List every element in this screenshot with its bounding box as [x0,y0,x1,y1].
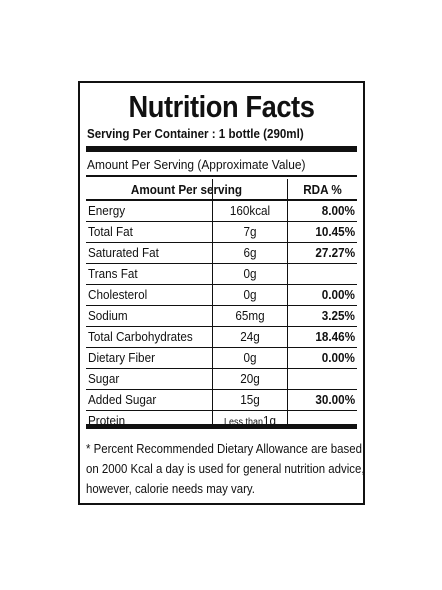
nutrition-facts-label: Nutrition Facts Serving Per Container : … [78,81,365,505]
thick-divider [86,424,357,429]
less-than-prefix: Less than [223,417,264,428]
nutrient-amount: 0g [243,266,257,281]
table-row: Added Sugar 15g 30.00% [86,390,357,411]
nutrient-amount: 0g [243,350,257,365]
footnote-line: however, calorie needs may vary. [86,481,255,496]
column-separator [212,179,213,424]
thin-divider [86,175,357,177]
table-row: Energy 160kcal 8.00% [86,201,357,222]
nutrient-name: Total Fat [88,224,133,239]
table-row: Total Fat 7g 10.45% [86,222,357,243]
nutrient-name: Sodium [88,308,128,323]
nutrient-amount: 15g [240,392,260,407]
nutrient-amount: 160kcal [229,203,271,218]
footnote-line: on 2000 Kcal a day is used for general n… [86,461,365,476]
nutrient-rda: 18.46% [315,329,355,344]
table-row: Cholesterol 0g 0.00% [86,285,357,306]
nutrient-rda: 27.27% [315,245,355,260]
nutrient-name: Dietary Fiber [88,350,155,365]
nutrition-table: Amount Per serving RDA % Energy 160kcal … [86,179,357,428]
nutrient-name: Cholesterol [88,287,148,302]
nutrient-name: Sugar [88,371,120,386]
serving-per-container: Serving Per Container : 1 bottle (290ml) [87,126,304,141]
rda-footnote: * Percent Recommended Dietary Allowance … [86,439,365,499]
nutrient-name: Total Carbohydrates [88,329,193,344]
nutrient-rda: 0.00% [321,287,355,302]
table-row: Dietary Fiber 0g 0.00% [86,348,357,369]
nutrient-name: Saturated Fat [88,245,159,260]
nutrient-rda: 10.45% [315,224,355,239]
label-title: Nutrition Facts [128,89,315,124]
nutrient-rda: 3.25% [321,308,355,323]
nutrient-amount: 0g [243,287,257,302]
table-header-row: Amount Per serving RDA % [86,179,357,201]
table-row: Saturated Fat 6g 27.27% [86,243,357,264]
nutrient-rda: 30.00% [315,392,355,407]
nutrient-amount: 6g [243,245,257,260]
table-row: Sugar 20g [86,369,357,390]
nutrient-rda: 0.00% [321,350,355,365]
nutrient-amount: 7g [243,224,257,239]
table-row: Sodium 65mg 3.25% [86,306,357,327]
table-row: Total Carbohydrates 24g 18.46% [86,327,357,348]
nutrient-name: Energy [88,203,126,218]
amount-per-serving-note: Amount Per Serving (Approximate Value) [87,157,306,172]
thick-divider [86,146,357,152]
table-row: Trans Fat 0g [86,264,357,285]
table-row: Protein Less than1g [86,411,357,428]
header-rda: RDA % [303,182,342,197]
nutrient-amount: 24g [240,329,260,344]
nutrient-rda: 8.00% [321,203,355,218]
nutrient-name: Added Sugar [88,392,157,407]
footnote-line: * Percent Recommended Dietary Allowance … [86,441,362,456]
column-separator [287,179,288,424]
nutrient-amount: 65mg [235,308,265,323]
header-amount-per-serving: Amount Per serving [130,182,243,197]
nutrient-amount: 20g [240,371,260,386]
nutrient-name: Trans Fat [88,266,138,281]
